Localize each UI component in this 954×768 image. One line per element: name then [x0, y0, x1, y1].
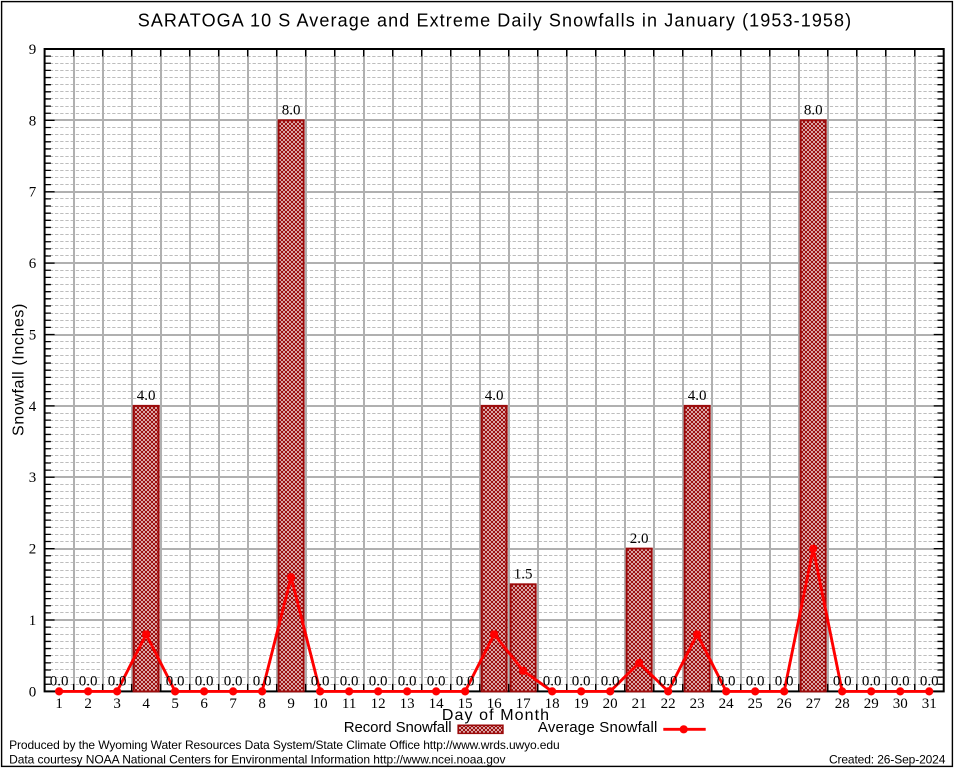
- svg-text:0: 0: [29, 684, 37, 700]
- svg-text:25: 25: [748, 696, 763, 712]
- svg-text:0.0: 0.0: [369, 674, 388, 690]
- svg-text:0.0: 0.0: [920, 674, 939, 690]
- svg-text:28: 28: [835, 696, 850, 712]
- svg-text:8.0: 8.0: [282, 103, 301, 119]
- svg-text:0.0: 0.0: [224, 674, 243, 690]
- svg-text:5: 5: [171, 696, 179, 712]
- svg-text:0.0: 0.0: [50, 674, 69, 690]
- svg-text:2: 2: [84, 696, 92, 712]
- svg-text:4.0: 4.0: [485, 388, 504, 404]
- svg-text:0.0: 0.0: [746, 674, 765, 690]
- svg-text:0.0: 0.0: [108, 674, 127, 690]
- svg-text:24: 24: [719, 696, 735, 712]
- svg-text:0.0: 0.0: [891, 674, 910, 690]
- svg-text:0.0: 0.0: [398, 674, 417, 690]
- svg-text:0.0: 0.0: [862, 674, 881, 690]
- svg-text:19: 19: [574, 696, 589, 712]
- svg-text:0.0: 0.0: [572, 674, 591, 690]
- svg-text:31: 31: [922, 696, 937, 712]
- svg-text:4.0: 4.0: [137, 388, 156, 404]
- svg-text:Data courtesy NOAA National Ce: Data courtesy NOAA National Centers for …: [9, 753, 505, 767]
- svg-text:3: 3: [113, 696, 121, 712]
- svg-text:6: 6: [200, 696, 208, 712]
- svg-text:0.0: 0.0: [427, 674, 446, 690]
- svg-text:30: 30: [893, 696, 908, 712]
- svg-text:10: 10: [313, 696, 328, 712]
- svg-text:12: 12: [371, 696, 386, 712]
- svg-text:1: 1: [55, 696, 63, 712]
- svg-text:16: 16: [487, 696, 503, 712]
- svg-text:22: 22: [661, 696, 676, 712]
- svg-text:9: 9: [29, 42, 37, 58]
- svg-text:5: 5: [29, 327, 37, 343]
- svg-text:0.0: 0.0: [543, 674, 562, 690]
- svg-text:23: 23: [690, 696, 705, 712]
- svg-text:0.0: 0.0: [717, 674, 736, 690]
- svg-text:0.0: 0.0: [775, 674, 794, 690]
- svg-text:8: 8: [29, 113, 37, 129]
- svg-text:20: 20: [603, 696, 618, 712]
- svg-text:2: 2: [29, 542, 37, 558]
- svg-text:7: 7: [229, 696, 237, 712]
- svg-text:8: 8: [258, 696, 266, 712]
- svg-text:18: 18: [545, 696, 560, 712]
- svg-text:0.0: 0.0: [253, 674, 272, 690]
- svg-text:7: 7: [29, 185, 37, 201]
- svg-text:1.5: 1.5: [514, 567, 533, 583]
- svg-text:14: 14: [429, 696, 445, 712]
- svg-text:4: 4: [29, 399, 37, 415]
- svg-text:27: 27: [806, 696, 822, 712]
- svg-text:11: 11: [342, 696, 356, 712]
- svg-text:0.0: 0.0: [311, 674, 330, 690]
- svg-text:1: 1: [29, 613, 37, 629]
- svg-text:13: 13: [400, 696, 415, 712]
- svg-text:0.0: 0.0: [456, 674, 475, 690]
- svg-text:Produced by the Wyoming Water: Produced by the Wyoming Water Resources …: [9, 738, 559, 752]
- svg-text:21: 21: [632, 696, 647, 712]
- svg-text:Created: 26-Sep-2024: Created: 26-Sep-2024: [829, 753, 946, 767]
- svg-text:0.0: 0.0: [166, 674, 185, 690]
- svg-text:Average Snowfall: Average Snowfall: [538, 719, 658, 736]
- svg-text:17: 17: [516, 696, 532, 712]
- svg-text:Snowfall (Inches): Snowfall (Inches): [10, 303, 27, 436]
- svg-text:SARATOGA 10 S Average and Extr: SARATOGA 10 S Average and Extreme Daily …: [138, 11, 853, 31]
- svg-text:4: 4: [142, 696, 150, 712]
- svg-text:26: 26: [777, 696, 793, 712]
- svg-text:15: 15: [458, 696, 473, 712]
- svg-text:0.0: 0.0: [659, 674, 678, 690]
- svg-text:0.0: 0.0: [195, 674, 214, 690]
- svg-text:8.0: 8.0: [804, 103, 823, 119]
- svg-text:6: 6: [29, 256, 37, 272]
- svg-text:Record Snowfall: Record Snowfall: [344, 719, 452, 736]
- svg-text:0.0: 0.0: [601, 674, 620, 690]
- svg-text:3: 3: [29, 470, 37, 486]
- svg-text:0.0: 0.0: [833, 674, 852, 690]
- svg-text:29: 29: [864, 696, 879, 712]
- svg-text:9: 9: [287, 696, 295, 712]
- svg-text:0.0: 0.0: [79, 674, 98, 690]
- svg-text:0.0: 0.0: [340, 674, 359, 690]
- svg-text:Day of Month: Day of Month: [442, 707, 550, 724]
- svg-text:2.0: 2.0: [630, 531, 649, 547]
- svg-text:4.0: 4.0: [688, 388, 707, 404]
